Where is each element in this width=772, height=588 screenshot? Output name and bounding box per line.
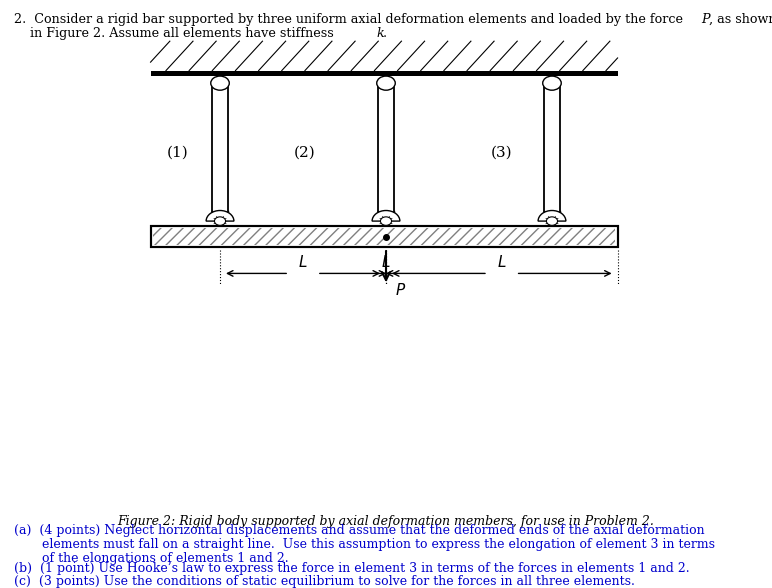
Text: (2): (2) <box>294 146 316 160</box>
Text: .: . <box>383 27 387 40</box>
Circle shape <box>543 76 561 90</box>
Bar <box>151 226 618 247</box>
Text: $L$: $L$ <box>298 254 308 270</box>
Bar <box>151 71 618 76</box>
Text: k: k <box>377 27 384 40</box>
Bar <box>153 228 615 245</box>
Bar <box>151 226 618 247</box>
Bar <box>378 85 394 218</box>
Circle shape <box>377 76 395 90</box>
Bar <box>544 85 560 218</box>
Wedge shape <box>206 211 234 221</box>
Text: (b)  (1 point) Use Hooke’s law to express the force in element 3 in terms of the: (b) (1 point) Use Hooke’s law to express… <box>14 562 689 575</box>
Text: in Figure 2. Assume all elements have stiffness: in Figure 2. Assume all elements have st… <box>14 27 337 40</box>
Text: of the elongations of elements 1 and 2.: of the elongations of elements 1 and 2. <box>14 552 289 564</box>
Text: Figure 2: Rigid body supported by axial deformation members, for use in Problem : Figure 2: Rigid body supported by axial … <box>117 514 655 527</box>
Text: (c)  (3 points) Use the conditions of static equilibrium to solve for the forces: (c) (3 points) Use the conditions of sta… <box>14 575 635 588</box>
Bar <box>212 85 228 218</box>
Circle shape <box>381 217 391 225</box>
Text: (3): (3) <box>491 146 513 160</box>
Text: (1): (1) <box>167 146 188 160</box>
Text: $L$: $L$ <box>381 254 391 270</box>
Wedge shape <box>372 211 400 221</box>
Circle shape <box>547 217 557 225</box>
Text: $L$: $L$ <box>497 254 506 270</box>
Text: 2.  Consider a rigid bar supported by three uniform axial deformation elements a: 2. Consider a rigid bar supported by thr… <box>14 13 687 26</box>
Text: elements must fall on a straight line.  Use this assumption to express the elong: elements must fall on a straight line. U… <box>14 538 715 551</box>
Text: (a)  (4 points) Neglect horizontal displacements and assume that the deformed en: (a) (4 points) Neglect horizontal displa… <box>14 524 705 537</box>
Text: $P$: $P$ <box>395 282 406 298</box>
Circle shape <box>211 76 229 90</box>
Text: , as shown: , as shown <box>709 13 772 26</box>
Circle shape <box>215 217 225 225</box>
Text: P: P <box>701 13 709 26</box>
Wedge shape <box>538 211 566 221</box>
